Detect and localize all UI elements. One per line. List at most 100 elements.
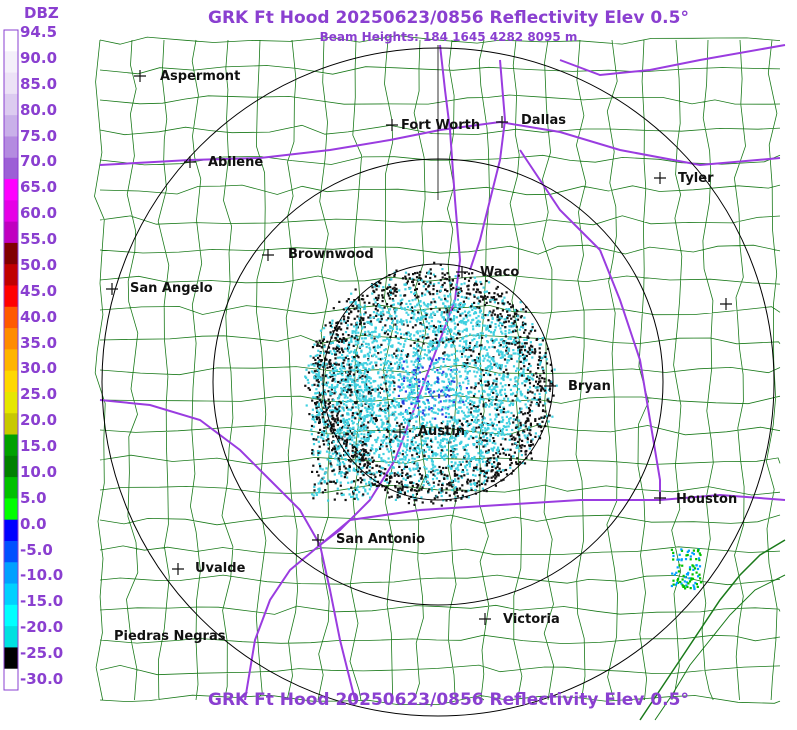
echo-pixel [517,376,520,379]
echo-pixel [478,291,481,294]
echo-pixel [462,300,465,303]
echo-pixel [534,419,537,422]
echo-pixel [458,474,461,478]
echo-pixel [451,341,455,344]
echo-pixel [436,289,439,293]
echo-pixel [339,372,342,375]
echo-pixel [365,414,369,417]
echo-pixel [485,490,488,493]
echo-pixel [368,387,371,390]
echo-pixel [505,425,508,428]
echo-pixel [318,359,321,362]
echo-pixel [452,336,455,339]
echo-pixel [375,440,378,444]
echo-pixel [406,474,409,477]
echo-pixel [338,468,341,471]
echo-pixel [434,437,437,441]
echo-pixel [450,375,453,378]
echo-pixel [511,399,514,402]
echo-pixel [686,585,689,588]
echo-pixel [474,466,477,469]
echo-pixel [322,362,325,365]
echo-pixel [473,312,476,315]
echo-pixel [459,385,462,388]
echo-pixel [358,414,361,417]
echo-pixel [312,494,315,497]
echo-pixel [373,337,376,340]
echo-pixel [342,383,345,386]
echo-pixel [458,425,461,428]
echo-pixel [333,326,337,329]
echo-pixel [472,415,475,419]
echo-pixel [455,288,458,291]
echo-pixel [391,344,394,347]
echo-pixel [433,366,436,369]
echo-pixel [465,316,468,319]
echo-pixel [389,367,392,370]
echo-pixel [408,419,411,422]
echo-pixel [378,446,381,449]
echo-pixel [320,409,323,412]
echo-pixel [421,315,424,318]
echo-pixel [446,477,449,480]
echo-pixel [696,585,699,588]
echo-pixel [410,316,413,320]
echo-pixel [499,356,502,359]
echo-pixel [336,349,339,353]
echo-pixel [387,450,390,453]
echo-pixel [359,426,363,429]
echo-pixel [363,463,366,466]
echo-pixel [402,379,406,382]
echo-pixel [331,452,334,455]
echo-pixel [491,296,495,299]
echo-pixel [325,450,329,453]
echo-pixel [435,361,438,365]
echo-pixel [465,463,468,467]
echo-pixel [514,376,517,379]
echo-pixel [365,374,369,377]
echo-pixel [477,458,480,461]
echo-pixel [493,446,496,449]
echo-pixel [501,420,504,423]
echo-pixel [449,373,452,376]
echo-pixel [377,313,380,316]
echo-pixel [447,368,450,371]
echo-pixel [364,457,367,460]
echo-pixel [553,368,556,371]
echo-pixel [469,422,472,425]
echo-pixel [397,302,400,305]
echo-pixel [398,373,401,376]
echo-pixel [504,326,507,329]
echo-pixel [460,295,463,298]
echo-pixel [336,339,339,342]
echo-pixel [495,452,498,455]
echo-pixel [491,449,495,452]
echo-pixel [338,400,341,403]
echo-pixel [371,460,374,463]
echo-pixel [330,423,333,426]
echo-pixel [445,432,448,435]
echo-pixel [412,402,415,405]
echo-pixel [428,446,431,449]
echo-pixel [388,341,391,344]
echo-pixel [357,296,360,299]
echo-pixel [379,368,382,371]
echo-pixel [505,351,508,354]
echo-pixel [327,346,330,349]
echo-pixel [532,384,535,387]
echo-pixel [469,341,472,345]
echo-pixel [539,380,542,383]
echo-pixel [354,302,357,306]
echo-pixel [466,478,469,481]
echo-pixel [402,368,405,371]
echo-pixel [438,480,441,483]
echo-pixel [480,344,483,347]
echo-pixel [364,369,367,373]
echo-pixel [416,433,419,437]
echo-pixel [523,331,526,334]
echo-pixel [439,439,443,442]
echo-pixel [512,341,515,344]
echo-pixel [365,402,368,405]
echo-pixel [413,309,416,312]
echo-pixel [397,487,400,490]
